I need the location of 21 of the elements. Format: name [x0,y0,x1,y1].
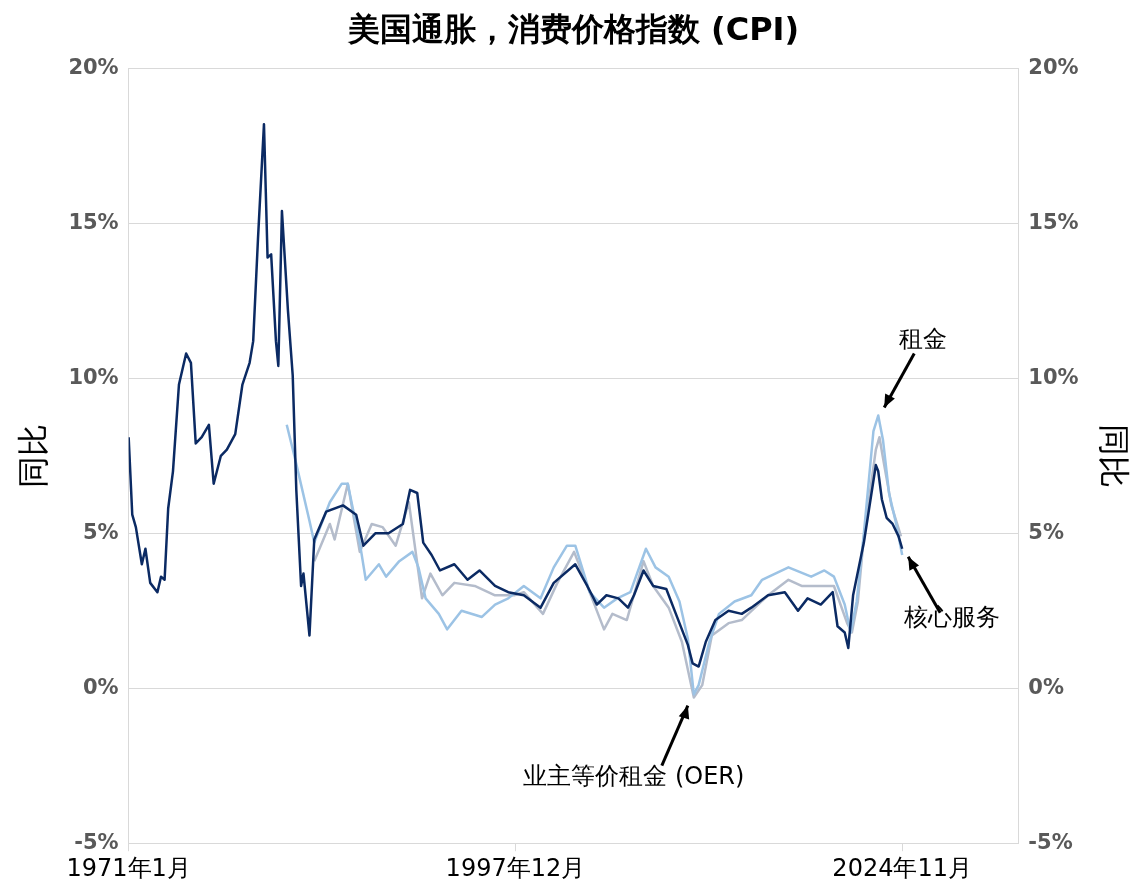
y-tick-label: 20% [68,54,119,79]
y2-tick-label: 15% [1028,209,1079,234]
x-tick-label: 1997年12月 [445,853,586,882]
y2-tick-label: 10% [1028,364,1079,389]
y-axis-title: 同比 [13,423,52,488]
y-tick-label: 5% [83,519,119,544]
chart-title: 美国通胀，消费价格指数 (CPI) [346,9,800,48]
x-tick-label: 2024年11月 [832,853,972,882]
y2-tick-label: 0% [1028,674,1064,699]
y-tick-label: 0% [83,674,119,699]
text: 核心服务 [903,603,1001,632]
y2-tick-label: 20% [1028,54,1079,79]
y2-tick-label: 5% [1028,519,1064,544]
y-tick-label: -5% [74,829,119,854]
text: 业主等价租金 (OER) [523,761,745,790]
y-tick-label: 15% [68,209,119,234]
y2-tick-label: -5% [1028,829,1073,854]
x-tick-label: 1971年1月 [66,853,191,882]
y-tick-label: 10% [68,364,119,389]
text: 租金 [899,324,948,353]
y2-axis-title: 同比 [1095,423,1134,488]
